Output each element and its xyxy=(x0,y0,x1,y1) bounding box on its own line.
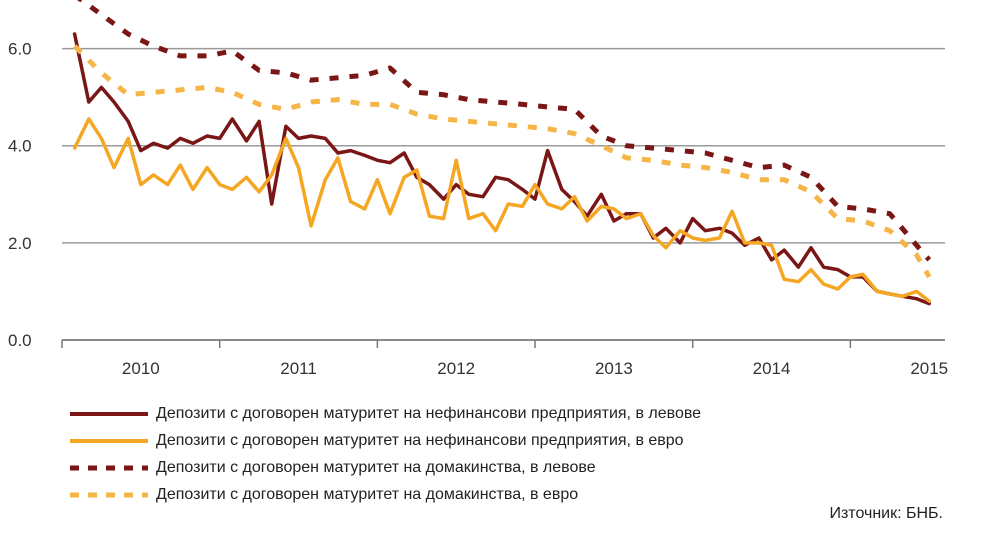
x-tick-label: 2015 xyxy=(910,359,948,378)
legend: Депозити с договорен матуритет на нефина… xyxy=(70,400,701,508)
x-tick-label: 2011 xyxy=(280,359,317,378)
series-line-4 xyxy=(72,44,932,279)
legend-swatch xyxy=(70,409,148,419)
x-tick-label: 2014 xyxy=(753,359,791,378)
x-tick-label: 2010 xyxy=(122,359,160,378)
y-axis-ticks: 0.0 2.0 4.0 6.0 xyxy=(8,40,32,350)
gridlines xyxy=(62,47,945,341)
legend-item: Депозити с договорен матуритет на домаки… xyxy=(70,481,701,508)
legend-swatch xyxy=(70,436,148,446)
legend-item: Депозити с договорен матуритет на домаки… xyxy=(70,454,701,481)
legend-label: Депозити с договорен матуритет на домаки… xyxy=(156,485,579,503)
y-tick-label: 6.0 xyxy=(8,40,32,59)
series-line-3 xyxy=(77,0,932,262)
legend-item: Депозити с договорен матуритет на нефина… xyxy=(70,400,701,427)
legend-label: Депозити с договорен матуритет на домаки… xyxy=(156,458,596,476)
legend-label: Депозити с договорен матуритет на нефина… xyxy=(156,404,702,422)
series-lines xyxy=(72,0,932,306)
legend-swatch xyxy=(70,490,148,500)
y-tick-label: 2.0 xyxy=(8,234,32,253)
source-note: Източник: БНБ. xyxy=(829,505,943,522)
series-line-1 xyxy=(72,32,931,306)
x-tick-label: 2013 xyxy=(595,359,633,378)
legend-label: Депозити с договорен матуритет на нефина… xyxy=(156,431,684,449)
y-tick-label: 0.0 xyxy=(8,331,32,350)
y-tick-label: 4.0 xyxy=(8,137,32,156)
series-line-2 xyxy=(72,117,931,303)
legend-item: Депозити с договорен матуритет на нефина… xyxy=(70,427,701,454)
legend-swatch xyxy=(70,463,148,473)
x-tick-label: 2012 xyxy=(437,359,475,378)
x-axis: 2010 2011 2012 2013 2014 2015 xyxy=(61,339,948,378)
